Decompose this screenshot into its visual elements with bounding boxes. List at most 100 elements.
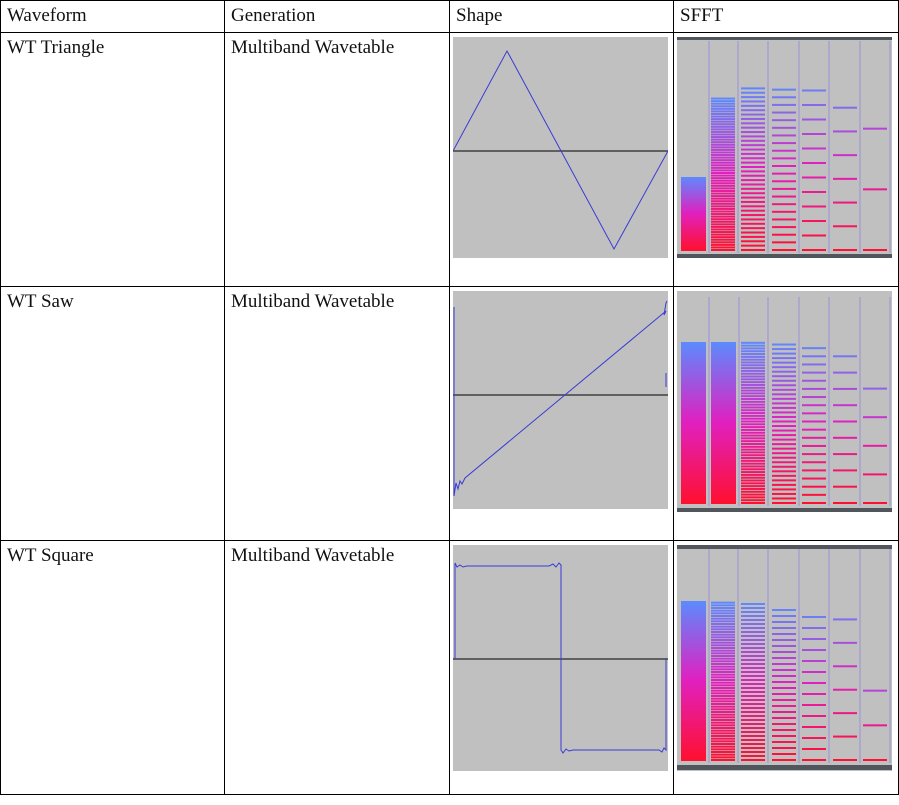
spectrum-band <box>711 639 735 641</box>
spectrum-band <box>681 639 706 641</box>
spectrum-band <box>681 472 706 474</box>
spectrum-band <box>711 740 735 743</box>
spectrum-band <box>741 451 765 454</box>
spectrum-band <box>802 104 826 106</box>
sfft-spectrogram <box>677 291 892 512</box>
spectrum-band <box>741 465 765 468</box>
spectrum-band <box>741 655 765 657</box>
spectrum-band <box>711 756 735 759</box>
spectrum-band <box>772 348 796 351</box>
spectrum-band <box>741 420 765 423</box>
spectrum-band <box>711 100 735 103</box>
spectrum-band <box>772 729 796 731</box>
spectrum-band <box>681 494 706 496</box>
spectrum-band <box>711 366 736 368</box>
spectrum-band <box>711 711 735 713</box>
spectrum-band <box>741 691 765 693</box>
spectrum-band <box>711 374 736 376</box>
spectrum-band <box>711 215 735 218</box>
spectrum-band <box>772 379 796 382</box>
spectrum-band <box>833 485 857 488</box>
spectrum-band <box>711 202 735 205</box>
spectrum-band <box>711 107 735 110</box>
spectrum-band <box>741 179 765 182</box>
spectrum-band <box>711 354 736 356</box>
spectrum-band <box>741 727 765 729</box>
spectrum-band <box>772 699 796 701</box>
spectrum-band <box>681 753 706 755</box>
spectrum-band <box>681 749 706 751</box>
spectrum-band <box>711 705 735 708</box>
spectrum-band <box>741 135 765 138</box>
spectrum-band <box>741 611 765 613</box>
spectrum-band <box>741 615 765 617</box>
spectrum-band <box>772 452 796 455</box>
spectrum-band <box>711 182 735 185</box>
spectrum-band <box>772 187 796 190</box>
spectrum-band <box>772 461 796 464</box>
spectrum-band <box>741 358 765 361</box>
spectrum-band <box>711 390 736 392</box>
spectrum-band <box>681 193 706 195</box>
sfft-cell <box>673 286 899 541</box>
spectrum-band <box>681 247 706 249</box>
spectrum-band <box>681 456 706 458</box>
spectrum-band <box>681 402 706 404</box>
spectrum-band <box>741 353 765 356</box>
spectrum-band <box>802 726 826 728</box>
spectrum-band <box>772 429 796 432</box>
spectrum-band <box>681 249 706 251</box>
spectrum-band <box>802 748 826 750</box>
spectrum-band <box>681 747 706 749</box>
spectrum-band <box>863 473 887 476</box>
spectrum-band <box>711 490 736 492</box>
spectrum-band <box>772 218 796 221</box>
spectrum-band <box>711 466 736 468</box>
spectrum-band <box>741 723 765 725</box>
spectrum-band <box>741 659 765 661</box>
spectrum-band <box>741 643 765 645</box>
spectrum-band <box>711 426 736 428</box>
spectrogram-top-bar <box>677 545 892 549</box>
spectrum-band <box>833 665 857 668</box>
spectrum-band <box>833 735 857 738</box>
spectrum-band <box>741 157 765 160</box>
spectrum-band <box>802 220 826 222</box>
spectrum-band <box>741 695 765 697</box>
spectrum-band <box>741 205 765 208</box>
spectrum-band <box>772 402 796 405</box>
spectrum-band <box>681 239 706 241</box>
spectrum-band <box>711 358 736 360</box>
spectrum-band <box>741 222 765 225</box>
spectrum-band <box>772 425 796 428</box>
spectrum-band <box>681 673 706 675</box>
spectrum-band <box>802 477 826 480</box>
spectrum-band <box>772 675 796 677</box>
spectrum-band <box>772 111 796 114</box>
spectrum-band <box>772 609 796 611</box>
spectrum-band <box>741 375 765 378</box>
spectrum-band <box>741 743 765 745</box>
spectrum-band <box>681 723 706 725</box>
spectrum-band <box>681 203 706 205</box>
spectrum-band <box>802 412 826 415</box>
spectrum-band <box>741 459 765 462</box>
spectrum-band <box>772 627 796 629</box>
spectrum-band <box>741 437 765 440</box>
spectrum-band <box>711 641 735 644</box>
spectrum-band <box>772 492 796 495</box>
table-row: WT Triangle Multiband Wavetable <box>0 32 899 287</box>
spectrum-band <box>681 609 706 611</box>
spectrum-band <box>681 623 706 625</box>
spectrum-band <box>681 388 706 390</box>
spectrum-band <box>741 711 765 713</box>
spectrum-band <box>711 172 735 174</box>
spectrum-band <box>802 176 826 179</box>
spectrum-band <box>711 671 735 673</box>
spectrum-band <box>711 233 735 236</box>
spectrum-band <box>741 369 765 372</box>
spectrum-band <box>711 689 735 692</box>
spectrum-band <box>711 448 736 450</box>
spectrum-band <box>772 415 796 418</box>
